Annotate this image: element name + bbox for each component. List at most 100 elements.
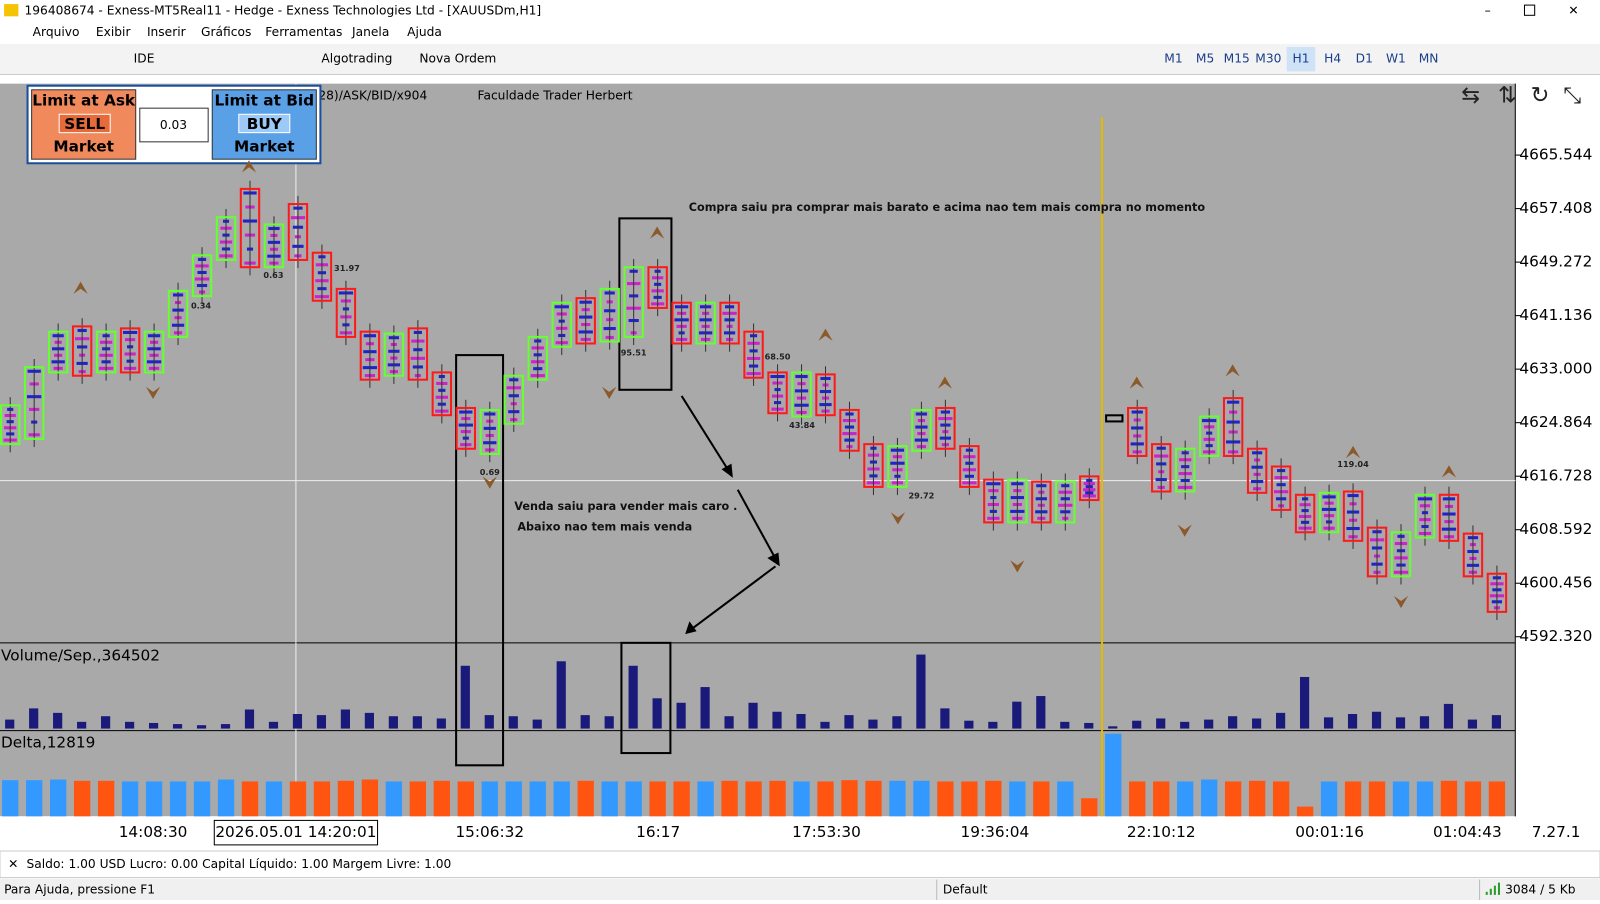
candle (743, 323, 764, 386)
timeframe-button[interactable]: M15 (1224, 52, 1250, 66)
signal-down (1177, 524, 1192, 537)
delta-bar (457, 781, 474, 817)
candle-body (407, 327, 429, 381)
candle (119, 320, 141, 381)
timeframe-button[interactable]: M1 (1164, 52, 1182, 66)
resize-control[interactable]: ⤡ (1563, 82, 1581, 108)
volume-bar (1323, 717, 1334, 729)
minimize[interactable]: – (1485, 4, 1491, 18)
signal-down (602, 386, 617, 399)
y-tick-label: 4592.320 (1519, 627, 1592, 645)
menu-item[interactable]: Inserir (147, 25, 187, 39)
delta-bar (1153, 781, 1170, 817)
y-tick-label: 4616.728 (1519, 467, 1592, 485)
candle-body (119, 327, 141, 374)
maximize[interactable] (1523, 4, 1536, 16)
candle-body (191, 254, 213, 298)
candle (1438, 486, 1460, 549)
volume-bar (101, 716, 111, 729)
delta-bar (193, 781, 211, 817)
candle-body (911, 408, 932, 452)
timeframe-button[interactable]: H4 (1324, 52, 1341, 66)
buy-limit[interactable]: Limit at Bid (214, 92, 314, 110)
volume-bar (1252, 718, 1262, 729)
close-tab[interactable]: ✕ (8, 857, 18, 871)
candle (287, 195, 309, 269)
volume-bar (1371, 711, 1382, 729)
timeframe-button[interactable]: M5 (1196, 52, 1214, 66)
x-tick-label: 01:04:43 (1433, 823, 1502, 841)
toolbar-button[interactable]: IDE (134, 52, 155, 66)
candle (263, 216, 285, 276)
candle-body (1151, 443, 1172, 493)
toolbar-button[interactable]: Nova Ordem (419, 52, 496, 66)
volume-bar (77, 721, 87, 729)
volume-value[interactable]: 0.03 (160, 118, 187, 132)
timeframe-button[interactable]: MN (1419, 52, 1439, 66)
timeframe-button[interactable]: H1 (1293, 52, 1310, 66)
scroll-control[interactable]: ⇆ (1461, 82, 1480, 108)
candle-body (1462, 532, 1484, 578)
delta-bar (1392, 781, 1410, 817)
volume-bar (148, 722, 159, 729)
candle (1151, 435, 1172, 500)
delta-bar (73, 780, 91, 817)
volume-bar (436, 718, 446, 729)
delta-bar (49, 779, 67, 817)
x-tick-label: 15:06:32 (455, 823, 524, 841)
candle (647, 259, 668, 317)
candle-body (1342, 490, 1364, 542)
sell-market[interactable]: Market (53, 137, 114, 155)
candle (623, 259, 644, 346)
candle (887, 437, 908, 496)
menu-item[interactable]: Ajuda (407, 25, 442, 39)
x-tick-label: 22:10:12 (1127, 823, 1196, 841)
volume-bar (268, 721, 279, 729)
buy-label[interactable]: BUY (247, 115, 283, 133)
candle (767, 364, 788, 422)
menu-item[interactable]: Ferramentas (265, 25, 342, 39)
volume-input[interactable] (139, 107, 209, 143)
account-info: Saldo: 1.00 USD Lucro: 0.00 Capital Líqu… (27, 857, 452, 871)
signal-up (1225, 364, 1240, 377)
timeframe-button[interactable]: D1 (1356, 52, 1373, 66)
delta-bar (817, 781, 834, 817)
delta-bar (1272, 781, 1290, 817)
delta-bar (889, 780, 906, 817)
candle-body (47, 330, 69, 374)
delta-bar (1320, 781, 1338, 817)
candle (1079, 468, 1100, 509)
close[interactable]: ✕ (1568, 4, 1578, 18)
candle-body (287, 203, 309, 261)
candle-body (863, 443, 884, 488)
candle-body (551, 301, 572, 348)
crosshair-time-box (213, 819, 379, 846)
candle-body (1127, 406, 1148, 457)
toolbar (0, 43, 1600, 75)
volume-bar (1156, 718, 1166, 729)
buy-market[interactable]: Market (234, 137, 295, 155)
app-icon (4, 4, 19, 17)
menu-item[interactable]: Gráficos (201, 25, 251, 39)
reset-control[interactable]: ↻ (1531, 82, 1550, 108)
sell-label[interactable]: SELL (64, 115, 105, 133)
candle-body (1294, 493, 1316, 534)
y-tick-label: 4641.136 (1519, 306, 1592, 324)
timeframe-button[interactable]: W1 (1386, 52, 1406, 66)
candle (1246, 440, 1268, 501)
candle-body (143, 330, 165, 374)
status-bar (0, 878, 1600, 900)
volume-bar (676, 702, 686, 729)
candle-body (1198, 415, 1220, 457)
menu-item[interactable]: Exibir (96, 25, 132, 39)
scale-control[interactable]: ⇅ (1498, 82, 1517, 108)
delta-bar (769, 780, 786, 817)
menu-item[interactable]: Arquivo (33, 25, 80, 39)
sell-limit[interactable]: Limit at Ask (32, 92, 136, 110)
chart-subtitle: Faculdade Trader Herbert (478, 88, 633, 102)
menu-item[interactable]: Janela (351, 25, 389, 39)
toolbar-button[interactable]: Algotrading (321, 52, 392, 66)
delta-bar (26, 780, 43, 817)
timeframe-button[interactable]: M30 (1255, 52, 1281, 66)
volume-bar (724, 716, 734, 729)
